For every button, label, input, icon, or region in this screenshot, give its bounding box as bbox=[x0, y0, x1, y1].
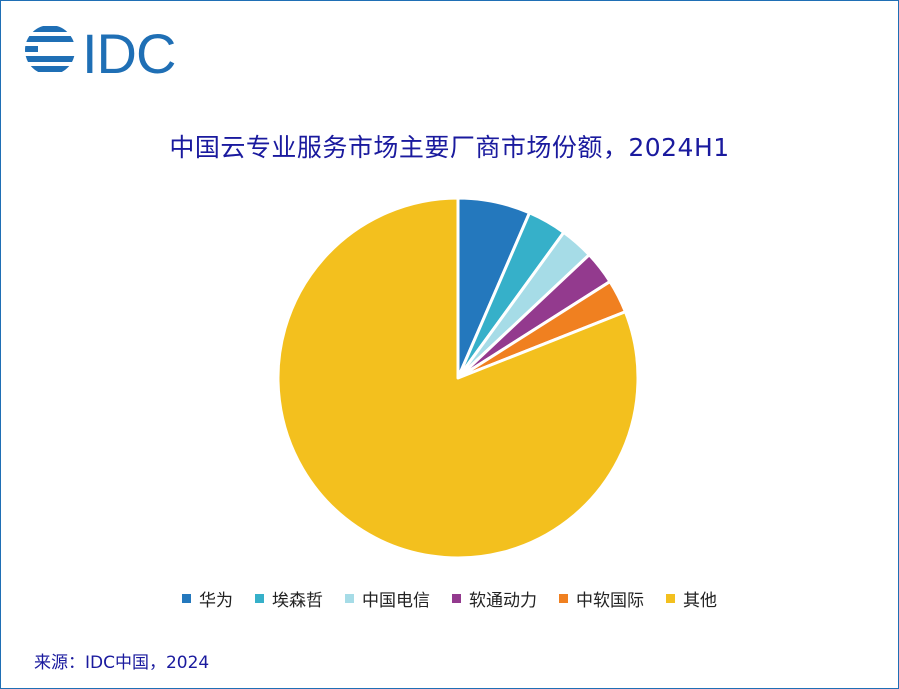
legend-item-2: 埃森哲 bbox=[255, 586, 323, 611]
legend-label: 软通动力 bbox=[469, 591, 537, 611]
legend-swatch bbox=[559, 594, 568, 603]
legend-label: 中软国际 bbox=[576, 591, 644, 611]
legend-swatch bbox=[666, 594, 675, 603]
pie-svg bbox=[276, 196, 640, 560]
legend-label: 其他 bbox=[683, 591, 717, 611]
logo-text: IDC bbox=[82, 22, 175, 82]
chart-legend: 华为 埃森哲 中国电信 软通动力 中软国际 其他 bbox=[0, 586, 899, 611]
legend-item-3: 中国电信 bbox=[345, 586, 430, 611]
legend-swatch bbox=[452, 594, 461, 603]
legend-label: 埃森哲 bbox=[272, 591, 323, 611]
legend-swatch bbox=[182, 594, 191, 603]
chart-title: 中国云专业服务市场主要厂商市场份额，2024H1 bbox=[169, 133, 730, 162]
idc-logo: IDC bbox=[25, 22, 176, 82]
pie-chart bbox=[270, 190, 650, 570]
legend-item-5: 中软国际 bbox=[559, 586, 644, 611]
legend-label: 中国电信 bbox=[362, 591, 430, 611]
legend-item-4: 软通动力 bbox=[452, 586, 537, 611]
legend-item-1: 华为 bbox=[182, 586, 233, 611]
source-note: 来源：IDC中国，2024 bbox=[34, 653, 210, 673]
legend-item-6: 其他 bbox=[666, 586, 717, 611]
legend-label: 华为 bbox=[199, 591, 233, 611]
globe-icon bbox=[25, 26, 78, 72]
pie-slice-6 bbox=[276, 196, 640, 560]
legend-swatch bbox=[345, 594, 354, 603]
legend-swatch bbox=[255, 594, 264, 603]
